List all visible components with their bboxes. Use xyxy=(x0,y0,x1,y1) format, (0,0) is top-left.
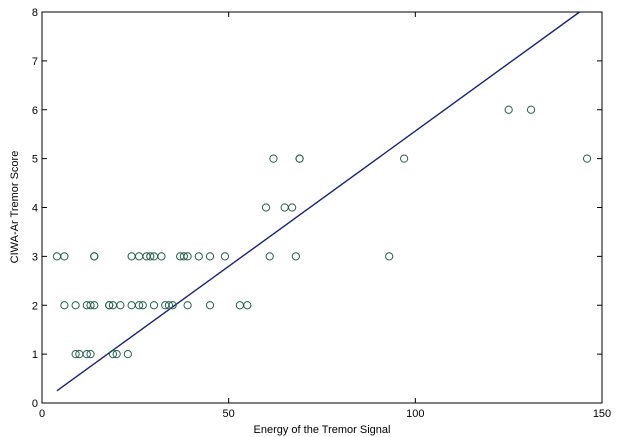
data-point xyxy=(205,252,215,261)
data-point xyxy=(504,105,513,114)
data-point xyxy=(194,252,203,261)
data-point xyxy=(90,301,99,310)
y-tick-label: 3 xyxy=(32,251,38,263)
data-point xyxy=(179,252,188,261)
data-point xyxy=(220,252,230,261)
y-tick-label: 7 xyxy=(32,56,38,68)
y-tick-label: 6 xyxy=(32,105,38,117)
data-point xyxy=(243,301,252,310)
data-point xyxy=(582,154,592,163)
y-tick-label: 0 xyxy=(32,398,38,410)
data-point xyxy=(269,154,278,163)
data-point xyxy=(288,203,297,212)
data-point xyxy=(105,301,114,310)
data-point xyxy=(385,252,394,261)
x-tick-label: 0 xyxy=(39,408,45,420)
data-point xyxy=(60,252,69,261)
data-point xyxy=(138,301,147,310)
data-point xyxy=(400,154,409,163)
data-point xyxy=(183,301,192,310)
x-axis-title: Energy of the Tremor Signal xyxy=(254,424,391,436)
data-point xyxy=(205,301,215,310)
data-point xyxy=(295,154,304,163)
y-tick-label: 8 xyxy=(32,7,38,19)
data-point xyxy=(134,301,144,310)
data-point xyxy=(168,301,177,310)
data-point xyxy=(183,252,192,261)
data-point xyxy=(157,252,166,261)
data-point xyxy=(86,350,95,359)
data-point xyxy=(112,350,121,359)
data-point xyxy=(86,301,95,310)
data-point xyxy=(146,252,155,261)
x-tick-label: 50 xyxy=(223,408,235,420)
y-tick-label: 1 xyxy=(32,349,38,361)
data-point xyxy=(71,350,80,359)
data-point xyxy=(90,252,99,261)
x-tick-label: 150 xyxy=(593,408,611,420)
data-point xyxy=(261,203,271,212)
data-point xyxy=(164,301,174,310)
data-point xyxy=(71,301,80,310)
data-point xyxy=(116,301,125,310)
plot-area xyxy=(41,11,603,404)
y-axis-title: CIWA-Ar Tremor Score xyxy=(9,151,21,264)
regression-line xyxy=(56,11,581,392)
data-point xyxy=(149,301,159,310)
y-tick-label: 4 xyxy=(32,203,38,215)
y-tick-label: 5 xyxy=(32,154,38,166)
y-tick-label: 2 xyxy=(32,300,38,312)
data-point xyxy=(82,350,91,359)
data-point xyxy=(123,350,132,359)
data-point xyxy=(265,252,274,261)
data-point xyxy=(108,350,118,359)
points-layer xyxy=(52,105,592,359)
axis-ticks: 0 50 100 150 0 1 2 3 4 5 6 7 8 xyxy=(32,7,611,420)
fit-line-layer xyxy=(56,11,581,392)
data-point xyxy=(60,301,69,310)
data-point xyxy=(291,252,300,261)
data-point xyxy=(526,105,536,114)
x-tick-label: 100 xyxy=(406,408,424,420)
